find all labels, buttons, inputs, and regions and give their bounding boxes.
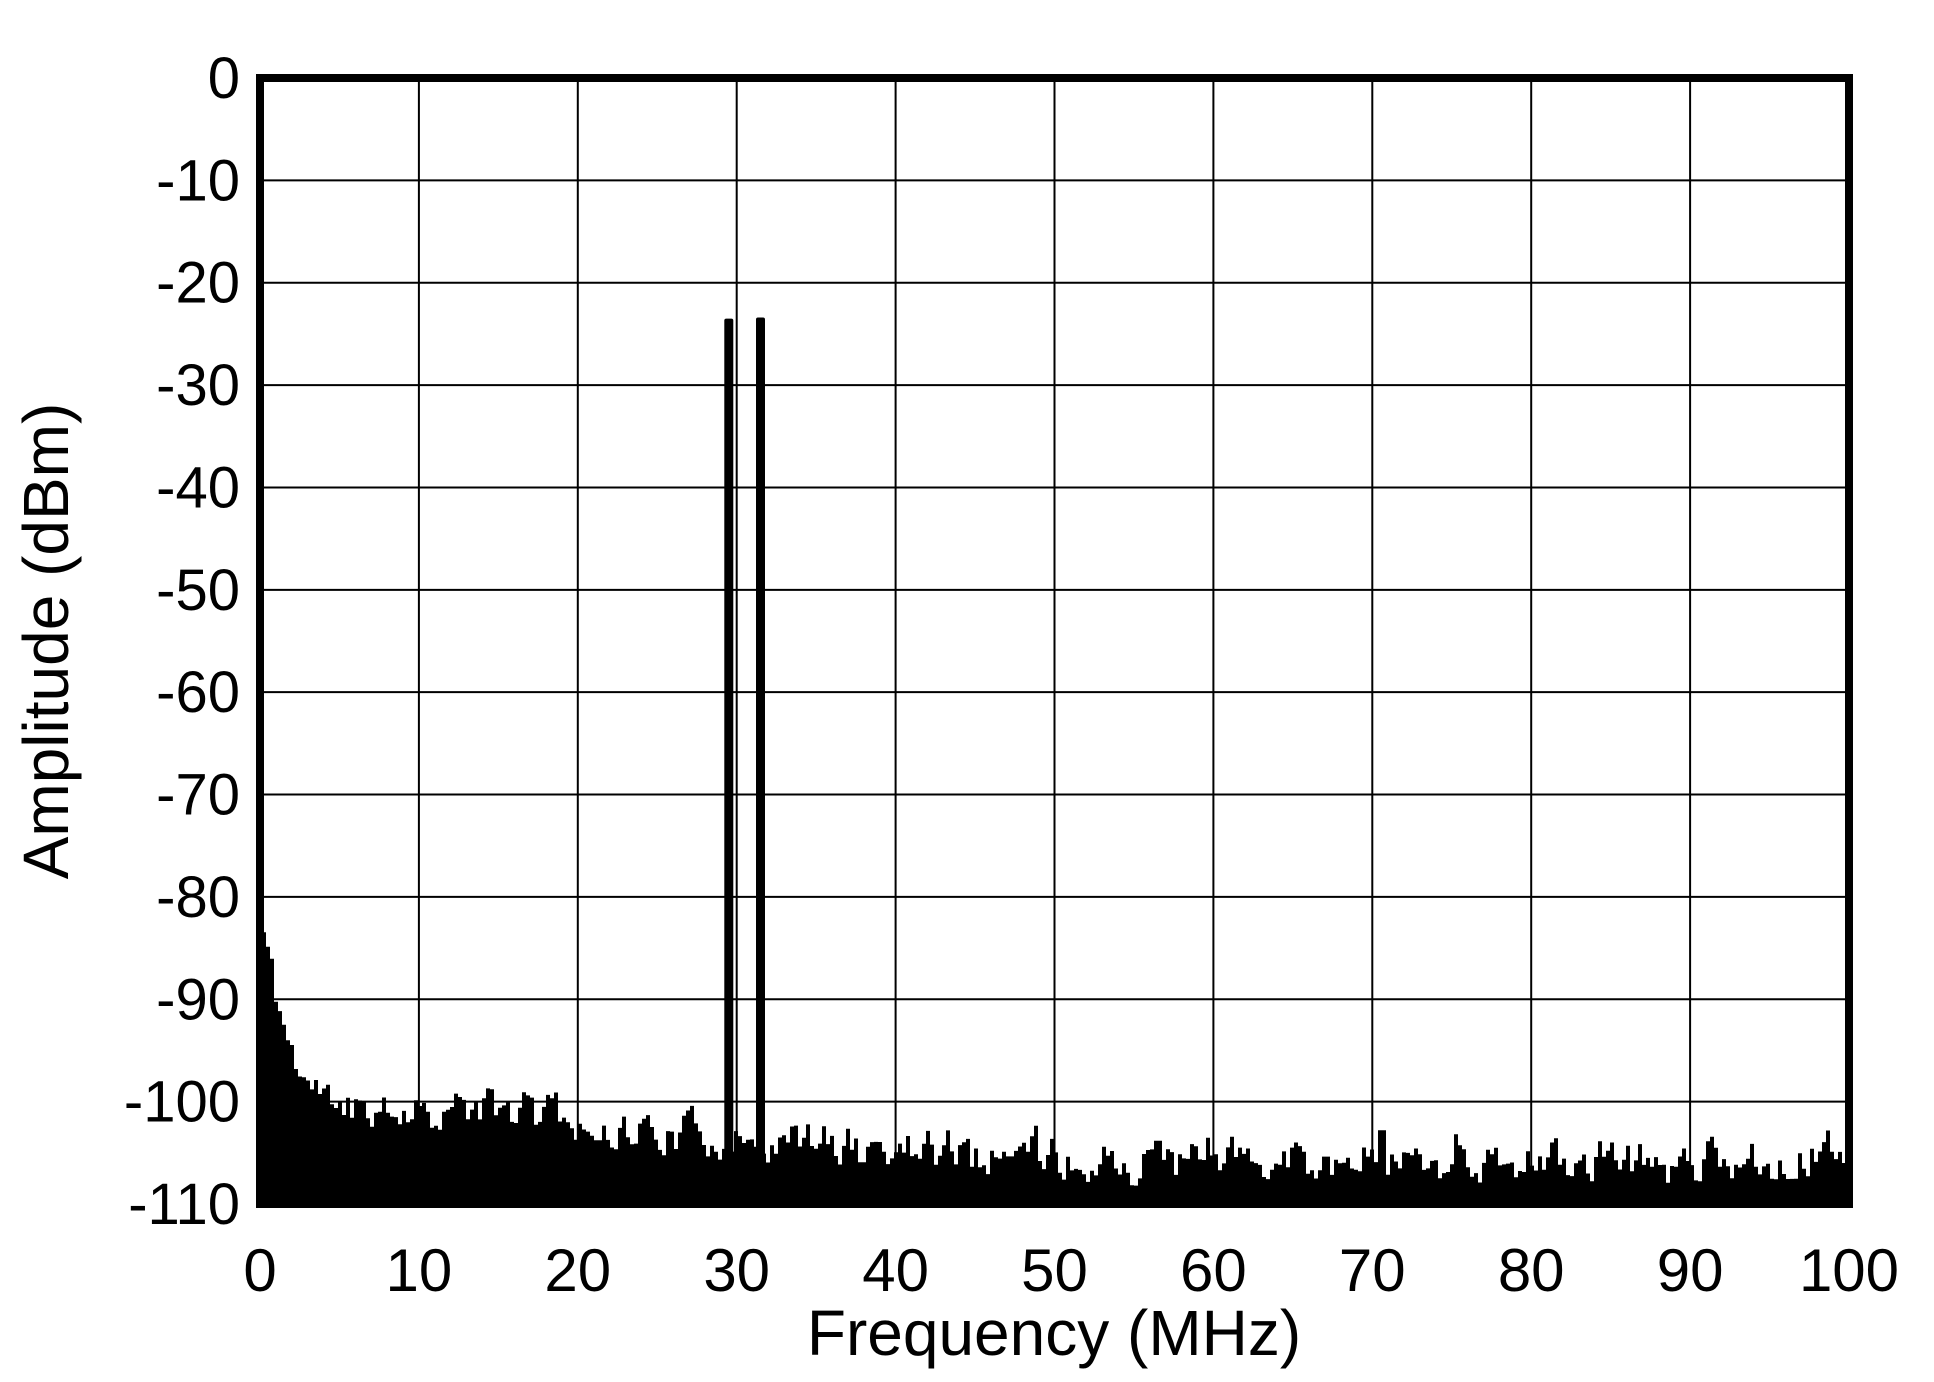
- y-tick-label: -80: [156, 865, 240, 930]
- x-tick-label: 100: [1799, 1237, 1899, 1304]
- y-tick-label: -110: [128, 1172, 240, 1237]
- tone-spike-2: [756, 317, 765, 1204]
- x-tick-label: 0: [243, 1237, 276, 1304]
- x-tick-label: 80: [1498, 1237, 1565, 1304]
- x-tick-label: 60: [1180, 1237, 1247, 1304]
- noise-floor: [260, 932, 1850, 1204]
- x-tick-label: 40: [862, 1237, 929, 1304]
- tone-spike-1: [724, 318, 734, 1205]
- y-tick-label: -40: [156, 455, 240, 520]
- y-tick-label: 0: [208, 46, 240, 111]
- y-tick-label: -50: [156, 558, 240, 623]
- x-axis-title: Frequency (MHz): [806, 1297, 1302, 1369]
- y-tick-label: -10: [156, 148, 240, 213]
- y-tick-label: -20: [156, 251, 240, 316]
- y-tick-label: -90: [156, 967, 240, 1032]
- y-axis-title: Amplitude (dBm): [10, 402, 82, 880]
- x-tick-label: 50: [1021, 1237, 1088, 1304]
- x-tick-label: 20: [544, 1237, 611, 1304]
- y-tick-label: -30: [156, 353, 240, 418]
- y-tick-label: -100: [124, 1070, 240, 1135]
- x-tick-label: 30: [703, 1237, 770, 1304]
- x-tick-label: 90: [1657, 1237, 1724, 1304]
- x-tick-label: 70: [1339, 1237, 1406, 1304]
- y-tick-label: -70: [156, 763, 240, 828]
- x-tick-label: 10: [386, 1237, 453, 1304]
- plot-border: [256, 74, 1853, 1208]
- y-tick-label: -60: [156, 660, 240, 725]
